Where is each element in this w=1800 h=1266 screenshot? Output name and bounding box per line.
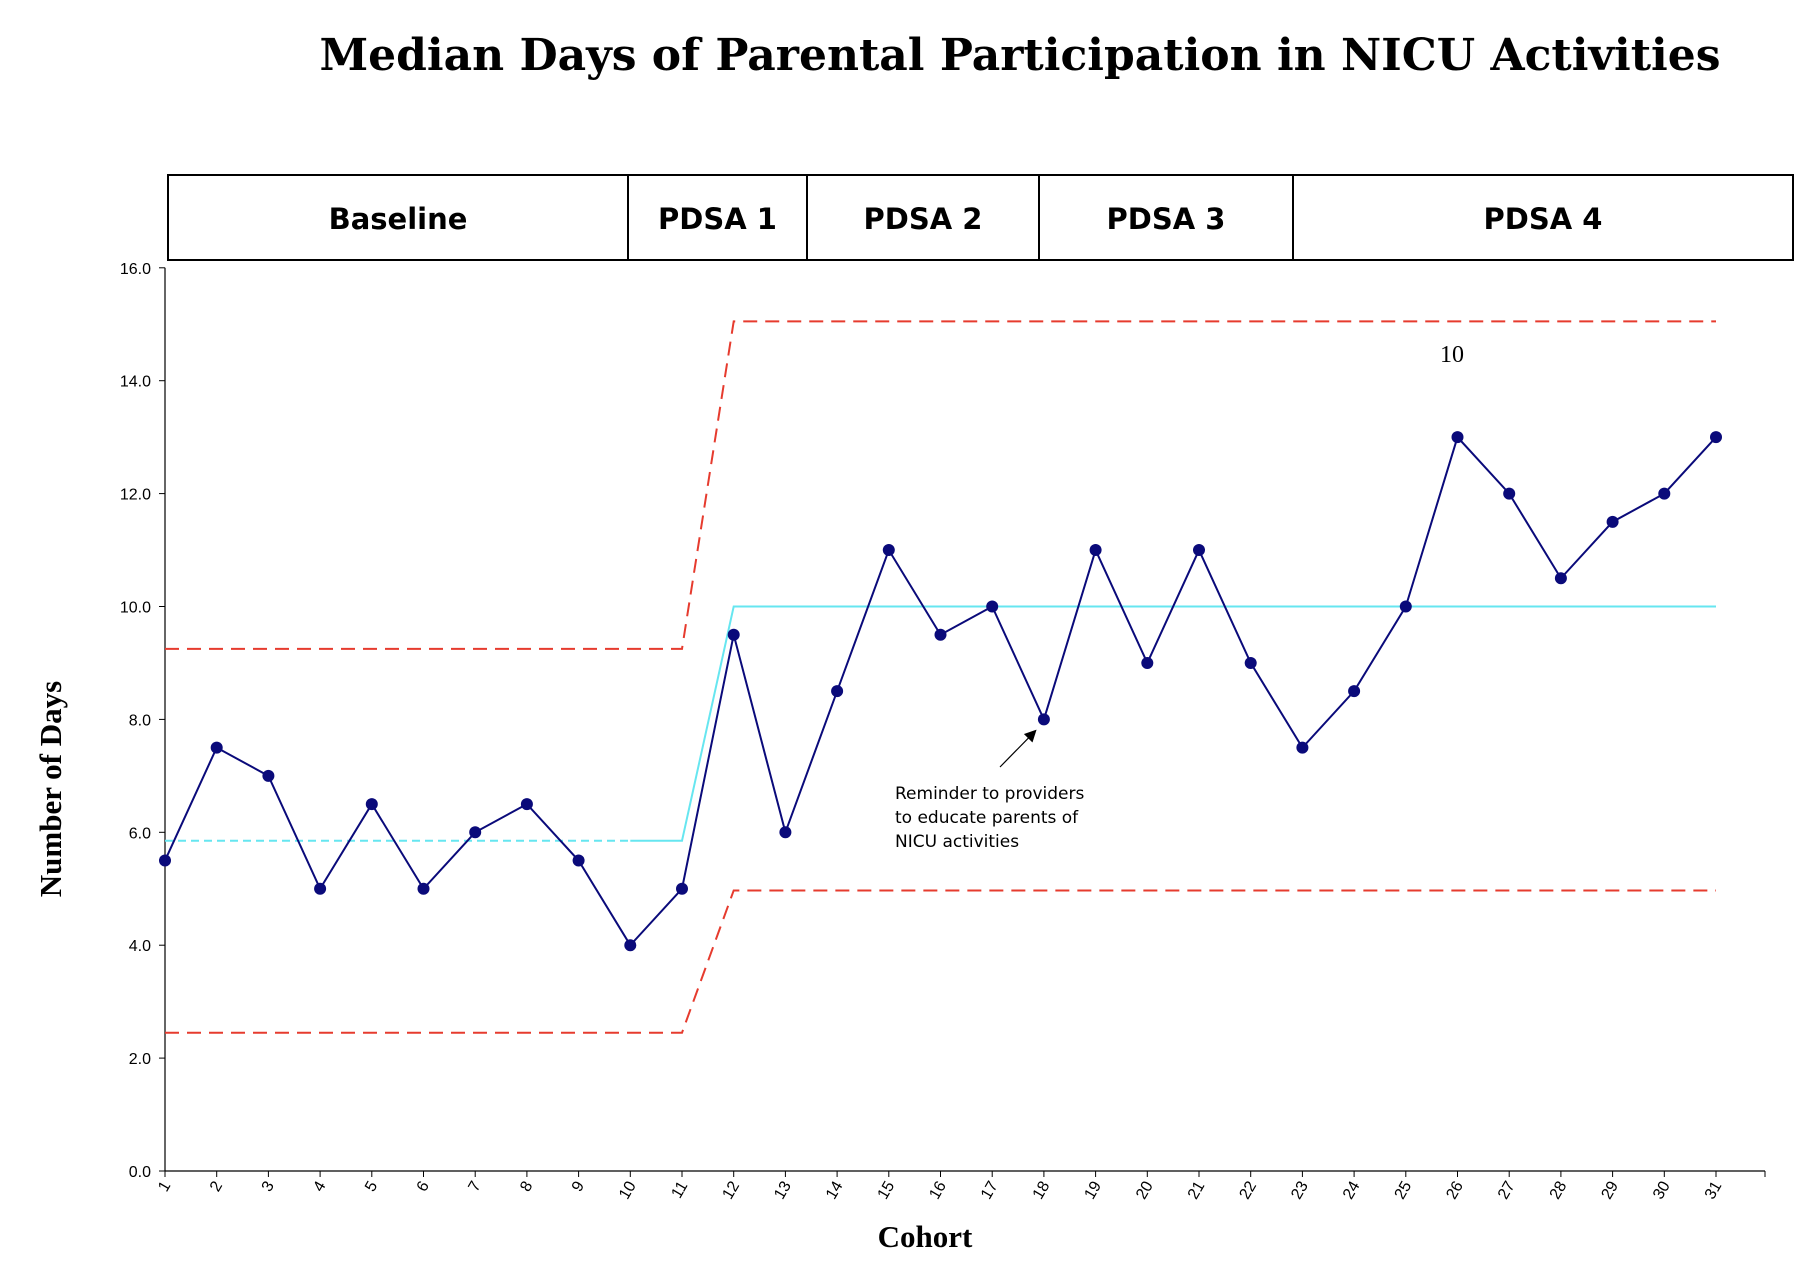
phase-box — [1038, 174, 1294, 261]
data-point — [1296, 741, 1309, 754]
annotation-arrow — [999, 729, 1037, 768]
x-tick-label: 8 — [517, 1178, 536, 1194]
x-tick-label: 21 — [1185, 1178, 1209, 1202]
data-point — [727, 628, 740, 641]
center-line-improved — [630, 605, 1716, 842]
data-point — [934, 628, 947, 641]
x-tick-label: 24 — [1340, 1178, 1364, 1202]
data-point — [882, 544, 895, 557]
x-tick-label: 11 — [668, 1178, 691, 1201]
data-point — [1451, 431, 1464, 444]
phase-box — [627, 174, 808, 261]
x-tick-label: 7 — [465, 1178, 484, 1194]
data-point — [831, 685, 844, 698]
chart-title: Median Days of Parental Participation in… — [319, 30, 1720, 81]
data-point — [1658, 487, 1671, 500]
x-tick-label: 13 — [771, 1178, 795, 1202]
phase-bar: Baseline PDSA 1 PDSA 2 PDSA 3 PDSA 4 — [167, 174, 1794, 261]
x-tick-label: 10 — [616, 1178, 640, 1202]
phase-label: PDSA 1 — [658, 202, 777, 236]
control-limits — [165, 320, 1716, 1034]
data-point — [1244, 656, 1257, 669]
data-point — [314, 882, 327, 895]
data-point — [1399, 600, 1412, 613]
data-point — [572, 854, 585, 867]
x-tick-label: 5 — [362, 1178, 381, 1194]
x-tick-label: 25 — [1392, 1178, 1416, 1202]
phase-label: PDSA 4 — [1484, 202, 1603, 236]
x-tick-label: 23 — [1288, 1178, 1312, 1202]
x-tick-label: 30 — [1650, 1178, 1674, 1202]
y-tick-label: 16.0 — [120, 261, 151, 278]
data-point — [1193, 544, 1205, 557]
data-point — [986, 600, 999, 613]
x-tick-label: 14 — [823, 1178, 847, 1202]
x-tick-label: 9 — [569, 1178, 588, 1194]
annotation-text: NICU activities — [895, 832, 1019, 852]
y-tick-label: 10.0 — [120, 600, 151, 617]
y-axis-title: Number of Days — [33, 681, 68, 897]
annotation-text: to educate parents of — [895, 808, 1079, 828]
y-tick-label: 6.0 — [129, 825, 151, 842]
x-axis-title: Cohort — [878, 1219, 973, 1254]
data-point — [210, 741, 223, 754]
data-point — [262, 769, 275, 782]
annotation-text: Reminder to providers — [895, 784, 1085, 804]
x-tick-label: 17 — [978, 1178, 1002, 1202]
x-tick-label: 22 — [1237, 1178, 1261, 1202]
phase-box — [806, 174, 1040, 261]
data-point — [417, 882, 430, 895]
x-tick-label: 18 — [1030, 1178, 1054, 1202]
data-point — [1554, 572, 1567, 585]
data-point — [1503, 487, 1516, 500]
data-point — [469, 826, 482, 839]
x-tick-label: 15 — [875, 1178, 899, 1202]
x-tick-label: 2 — [207, 1178, 226, 1194]
x-tick-label: 27 — [1495, 1178, 1519, 1202]
y-tick-label: 4.0 — [129, 938, 151, 955]
x-tick-label: 26 — [1443, 1178, 1467, 1202]
data-point — [624, 939, 637, 952]
x-tick-label: 4 — [310, 1178, 329, 1194]
axes: 0.02.04.06.08.010.012.014.016.01 2 3 4 5 6 7 8 9… — [120, 261, 1766, 1202]
data-series — [159, 431, 1722, 952]
data-point — [779, 826, 792, 839]
x-tick-label: 6 — [414, 1178, 433, 1194]
phase-label: PDSA 3 — [1107, 202, 1226, 236]
x-tick-label: 29 — [1598, 1178, 1622, 1202]
phase-label: Baseline — [329, 202, 468, 236]
y-tick-label: 12.0 — [120, 487, 151, 504]
data-point — [1141, 656, 1154, 669]
data-point — [365, 798, 378, 811]
phase-box — [167, 174, 629, 261]
data-point — [1089, 544, 1102, 557]
x-tick-label: 12 — [720, 1178, 744, 1202]
phase-box — [1292, 174, 1794, 261]
annotations: Reminder to providers to educate parents … — [895, 342, 1464, 852]
x-tick-label: 3 — [259, 1178, 278, 1194]
y-tick-label: 2.0 — [129, 1051, 151, 1068]
upper-control-limit — [165, 320, 1716, 650]
x-tick-label: 16 — [926, 1178, 950, 1202]
y-tick-label: 8.0 — [129, 712, 151, 729]
phase-label: PDSA 2 — [864, 202, 983, 236]
y-tick-label: 0.0 — [129, 1164, 151, 1181]
y-tick-label: 14.0 — [120, 374, 151, 391]
x-tick-label: 28 — [1547, 1178, 1571, 1202]
data-point — [1348, 685, 1361, 698]
lower-control-limit — [165, 889, 1716, 1034]
annotation-label: 10 — [1440, 342, 1464, 368]
x-tick-label: 1 — [155, 1178, 174, 1194]
data-point — [1606, 515, 1619, 528]
data-point — [1710, 431, 1722, 444]
x-tick-label: 19 — [1081, 1178, 1105, 1202]
data-point — [1037, 713, 1050, 726]
data-point — [676, 882, 688, 895]
data-point — [520, 798, 533, 811]
x-tick-label: 20 — [1133, 1178, 1157, 1202]
x-tick-label: 31 — [1702, 1178, 1726, 1202]
series-line — [164, 435, 1717, 947]
data-point — [159, 854, 171, 867]
